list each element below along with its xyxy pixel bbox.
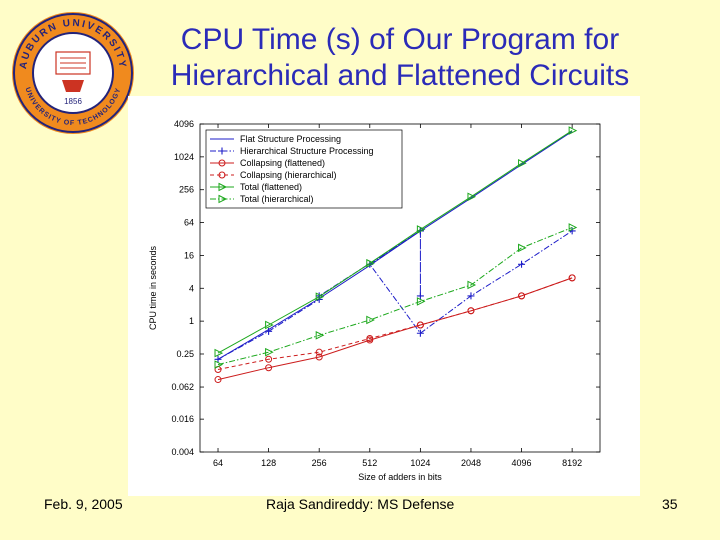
data-point-series-6	[568, 223, 578, 232]
legend-label-2: Hierarchical Structure Processing	[240, 146, 374, 156]
x-tick-label: 512	[362, 458, 377, 468]
data-point-series-3	[315, 353, 323, 361]
x-tick-label: 64	[213, 458, 223, 468]
legend-label-5: Total (flattened)	[240, 182, 302, 192]
data-point-series-5	[315, 292, 325, 302]
data-point-series-2	[265, 327, 273, 335]
legend-marker-2	[218, 147, 226, 155]
y-tick-label: 0.25	[176, 349, 194, 359]
x-tick-label: 128	[261, 458, 276, 468]
data-point-series-4	[315, 348, 323, 356]
x-tick-label: 1024	[410, 458, 430, 468]
data-point-series-6	[366, 315, 375, 325]
data-point-series-4	[568, 274, 576, 282]
data-point-series-6	[315, 330, 325, 340]
data-point-series-5	[518, 158, 527, 168]
data-point-series-3	[214, 376, 222, 384]
data-point-series-2	[416, 329, 424, 337]
data-point-series-5	[265, 320, 274, 330]
y-tick-label: 1024	[174, 152, 194, 162]
seal-year: 1856	[64, 97, 82, 106]
series-line-4	[217, 277, 573, 370]
data-point-series-4	[265, 355, 273, 363]
x-tick-label: 256	[312, 458, 327, 468]
page-number: 35	[662, 496, 678, 512]
data-point-series-5	[366, 258, 375, 268]
x-tick-label: 4096	[512, 458, 532, 468]
y-tick-label: 0.016	[171, 414, 194, 424]
legend-marker-4	[218, 171, 226, 179]
slide-title-line2: Hierarchical and Flattened Circuits	[170, 59, 630, 92]
chart-panel: 64 128 256 512 1024 2048 4096 8192 0.004 0.016 0.0…	[128, 96, 640, 496]
legend-label-6: Total (hierarchical)	[240, 194, 314, 204]
y-axis-label: CPU time in seconds	[148, 245, 158, 330]
series-line-5	[217, 130, 573, 354]
data-point-series-4	[366, 335, 374, 343]
slide-title: CPU Time (s) of Our Program for Hierarch…	[140, 22, 660, 94]
series-line-6	[217, 227, 573, 366]
cpu-time-chart: 64 128 256 512 1024 2048 4096 8192 0.004 0.016 0.0…	[148, 119, 601, 482]
footer-date: Feb. 9, 2005	[44, 496, 123, 512]
x-tick-label: 2048	[461, 458, 481, 468]
data-point-series-6	[416, 297, 426, 306]
data-point-series-4	[416, 321, 424, 329]
legend-marker-3	[218, 159, 226, 167]
slide-title-line1: CPU Time (s) of Our Program for	[180, 23, 620, 56]
legend-label-1: Flat Structure Processing	[240, 134, 341, 144]
y-tick-label: 4096	[174, 119, 194, 129]
data-point-series-6	[214, 360, 224, 369]
series-line-1	[217, 130, 573, 360]
data-point-series-2	[518, 260, 526, 268]
legend-label-3: Collapsing (flattened)	[240, 158, 325, 168]
y-tick-label: 0.062	[171, 382, 194, 392]
data-point-series-6	[467, 280, 477, 290]
y-tick-label: 0.004	[171, 447, 194, 457]
series-line-2	[217, 229, 573, 360]
y-tick-label: 4	[189, 283, 194, 293]
y-tick-label: 64	[184, 218, 194, 228]
legend-marker-5	[218, 182, 228, 192]
data-point-series-3	[265, 364, 273, 372]
y-tick-label: 256	[179, 185, 194, 195]
data-point-series-2	[467, 292, 475, 300]
data-point-series-2	[416, 292, 424, 300]
data-point-series-5	[467, 192, 477, 202]
university-seal-logo: AUBURN UNIVERSITY UNIVERSITY OF TECHNOLO…	[12, 12, 134, 134]
data-point-series-4	[467, 307, 475, 315]
data-point-series-6	[518, 243, 527, 253]
y-tick-label: 1	[189, 316, 194, 326]
x-tick-label: 8192	[562, 458, 582, 468]
footer-author: Raja Sandireddy: MS Defense	[266, 496, 455, 512]
y-tick-label: 16	[184, 250, 194, 260]
legend-label-4: Collapsing (hierarchical)	[240, 170, 337, 180]
data-point-series-6	[265, 347, 274, 357]
x-axis-label: Size of adders in bits	[358, 472, 442, 482]
legend-marker-6	[218, 194, 228, 204]
legend-box	[205, 129, 403, 209]
data-point-series-5	[416, 225, 426, 234]
data-point-series-5	[214, 348, 224, 358]
data-point-series-2	[214, 355, 222, 363]
data-point-series-5	[568, 126, 578, 135]
data-point-series-4	[518, 292, 526, 300]
